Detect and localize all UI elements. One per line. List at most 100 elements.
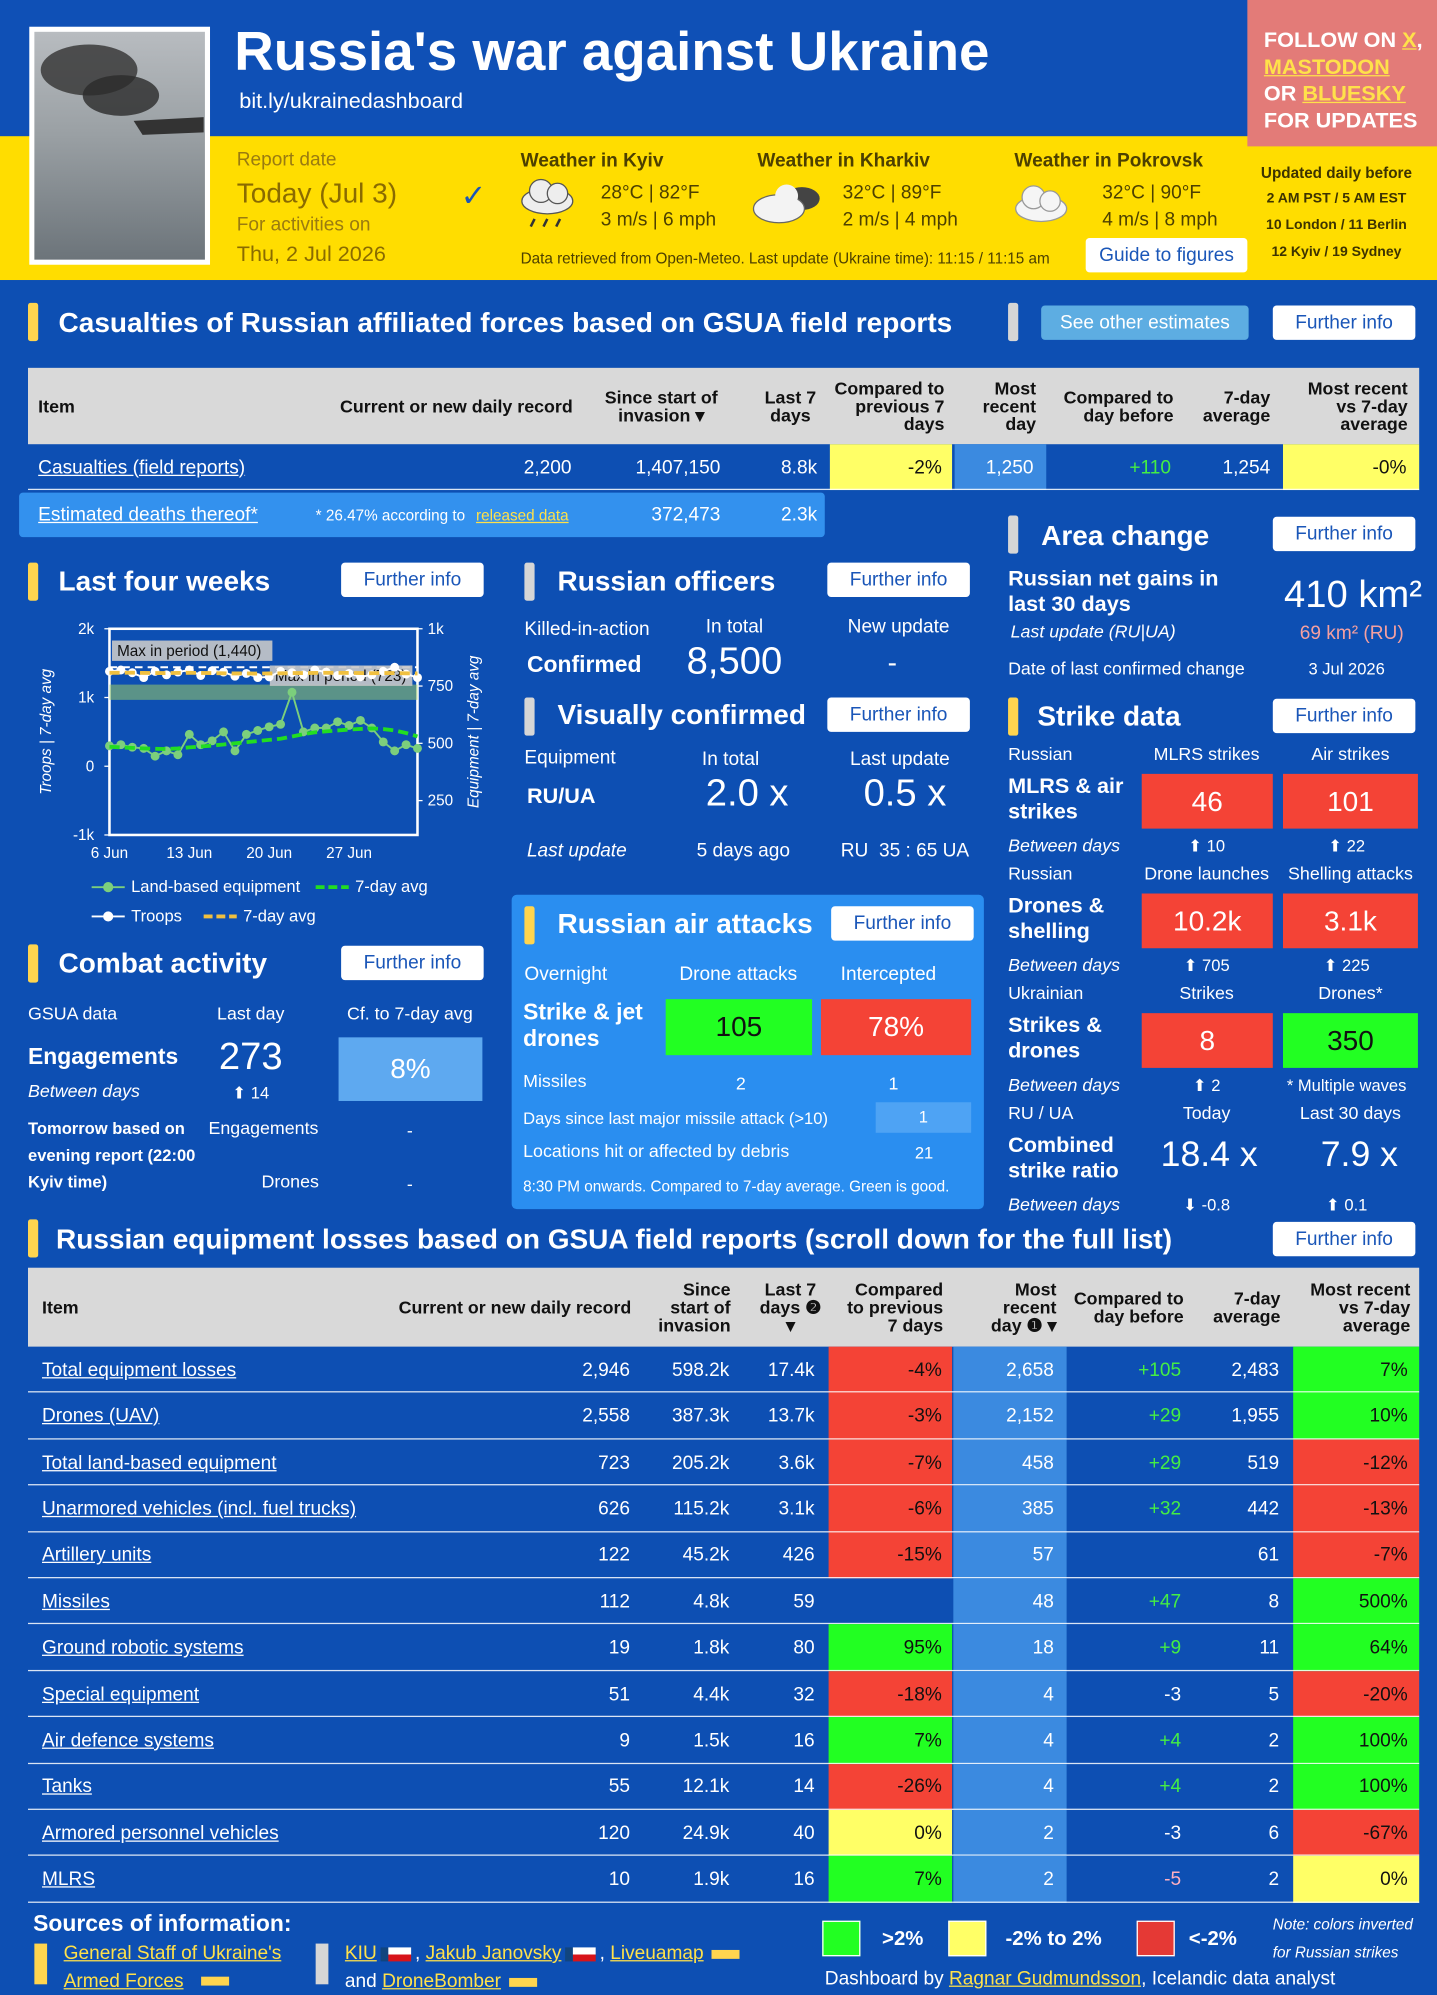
series-line	[109, 670, 418, 676]
button[interactable]: Further info	[827, 562, 970, 597]
button[interactable]: Further info	[1272, 698, 1416, 734]
y2-tick-label: 750	[428, 678, 453, 695]
cell: 1,955	[1231, 1405, 1280, 1427]
text[interactable]: General Staff of Ukraine's Armed Forces	[63, 1942, 282, 1992]
cell: 112	[599, 1590, 631, 1613]
row-label[interactable]: Air defence systems	[42, 1729, 214, 1752]
text: ,	[599, 1942, 605, 1964]
cell: -67%	[1363, 1822, 1408, 1844]
cell: 2,152	[1006, 1405, 1054, 1427]
link[interactable]: bit.ly/ukrainedashboard	[239, 89, 464, 114]
text: MLRS & air strikes	[1008, 773, 1124, 824]
cell: -18%	[897, 1683, 942, 1705]
point	[139, 673, 149, 683]
button[interactable]: See other estimates	[1041, 305, 1249, 340]
weather-icon	[1015, 185, 1068, 223]
text: 8	[1141, 1013, 1273, 1068]
column-header: Since start of invasion	[658, 1279, 731, 1336]
column-header: Since start of invasion ▾	[604, 386, 718, 426]
cell: 205.2k	[671, 1451, 730, 1474]
cell: 1,407,150	[635, 456, 721, 478]
link[interactable]: Ragnar Gudmundsson	[948, 1967, 1142, 1990]
row-label[interactable]: MLRS	[42, 1868, 96, 1891]
cell: 32	[793, 1683, 815, 1705]
y-tick-label: 0	[86, 758, 95, 775]
text: 8%	[338, 1037, 483, 1101]
row-label[interactable]: Casualties (field reports)	[38, 456, 246, 478]
text: Drones & shelling	[1008, 893, 1105, 944]
button[interactable]: Further info	[831, 906, 974, 941]
cell: 4.8k	[693, 1590, 730, 1613]
button[interactable]: Guide to figures	[1085, 238, 1248, 273]
link[interactable]: BLUESKY	[1302, 81, 1406, 106]
point	[344, 720, 354, 730]
link[interactable]: Liveuamap	[610, 1942, 704, 1964]
text: Combined strike ratio	[1008, 1132, 1119, 1183]
point	[390, 662, 400, 672]
row-label[interactable]: Special equipment	[42, 1683, 200, 1705]
button[interactable]: Further info	[827, 697, 970, 732]
link[interactable]: MASTODON	[1263, 54, 1390, 79]
column-header: Most recent vs 7-day average	[1307, 378, 1408, 435]
cell: -15%	[897, 1544, 942, 1566]
row-label[interactable]: Artillery units	[42, 1544, 152, 1566]
text: 105	[665, 999, 813, 1056]
table-header	[28, 1267, 1420, 1347]
cell: 19	[608, 1636, 631, 1659]
row-label[interactable]: Armored personnel vehicles	[42, 1822, 279, 1844]
text: Last update	[526, 840, 627, 862]
text: ✓	[460, 179, 487, 214]
button[interactable]: Further info	[1272, 1221, 1416, 1257]
cell: 2	[1043, 1822, 1054, 1844]
text: 4 m/s | 8 mph	[1102, 208, 1218, 231]
text[interactable]: released data	[476, 506, 569, 525]
row-label[interactable]: Tanks	[42, 1775, 92, 1798]
text: In total	[705, 616, 764, 638]
button[interactable]: Further info	[341, 945, 484, 981]
row-separator	[28, 488, 1420, 491]
sources-list: KIU, Jakub Janovsky, Liveuamap and DroneB…	[345, 1940, 765, 1995]
cell-highlight	[953, 1717, 1067, 1764]
text: Thu, 2 Jul 2026	[236, 241, 386, 267]
cell: 3.6k	[778, 1451, 815, 1474]
cell: 385	[1022, 1497, 1054, 1520]
text: 21	[914, 1142, 934, 1163]
text: 32°C | 89°F	[842, 182, 942, 204]
link[interactable]: DroneBomber	[382, 1970, 501, 1992]
text: 12 Kyiv / 19 Sydney	[1271, 244, 1402, 260]
link[interactable]: Jakub Janovsky	[425, 1942, 562, 1964]
point	[413, 673, 422, 683]
cell: -20%	[1363, 1683, 1408, 1705]
weather-icon	[521, 178, 574, 228]
row-separator	[28, 1530, 1420, 1532]
text[interactable]: Estimated deaths thereof*	[38, 504, 258, 526]
row-label[interactable]: Total land-based equipment	[42, 1451, 277, 1474]
cell: -7%	[1373, 1544, 1408, 1566]
link[interactable]: X	[1402, 28, 1417, 53]
column-header: Last 7 days ❷ ▾	[759, 1279, 822, 1336]
row-separator	[28, 1854, 1420, 1857]
cell: 2,200	[523, 456, 572, 478]
cell-highlight	[953, 1763, 1067, 1810]
section-marker	[28, 944, 39, 983]
text: ⬇ -0.8	[1183, 1195, 1231, 1215]
row-label[interactable]: Missiles	[42, 1590, 110, 1613]
row-label[interactable]: Unarmored vehicles (incl. fuel trucks)	[42, 1497, 357, 1520]
cell: 48	[1032, 1590, 1054, 1613]
text: ⬆ 14	[232, 1083, 270, 1103]
point	[355, 715, 365, 725]
row-label[interactable]: Drones (UAV)	[42, 1405, 160, 1427]
row-separator	[28, 1715, 1420, 1718]
row-label[interactable]: Ground robotic systems	[42, 1636, 244, 1659]
row-label[interactable]: Total equipment losses	[42, 1358, 237, 1381]
cell: 7%	[1380, 1358, 1408, 1381]
x-tick-label: 13 Jun	[166, 845, 212, 862]
link[interactable]: KIU	[344, 1942, 377, 1964]
button[interactable]: Further info	[1272, 305, 1416, 340]
button[interactable]: Further info	[341, 562, 484, 597]
button[interactable]: Further info	[1272, 516, 1416, 552]
text: Weather in Kharkiv	[757, 150, 930, 172]
text: Days since last major missile attack (>1…	[523, 1108, 828, 1128]
cell: 12.1k	[682, 1775, 730, 1798]
text: Strikes	[1179, 982, 1234, 1003]
